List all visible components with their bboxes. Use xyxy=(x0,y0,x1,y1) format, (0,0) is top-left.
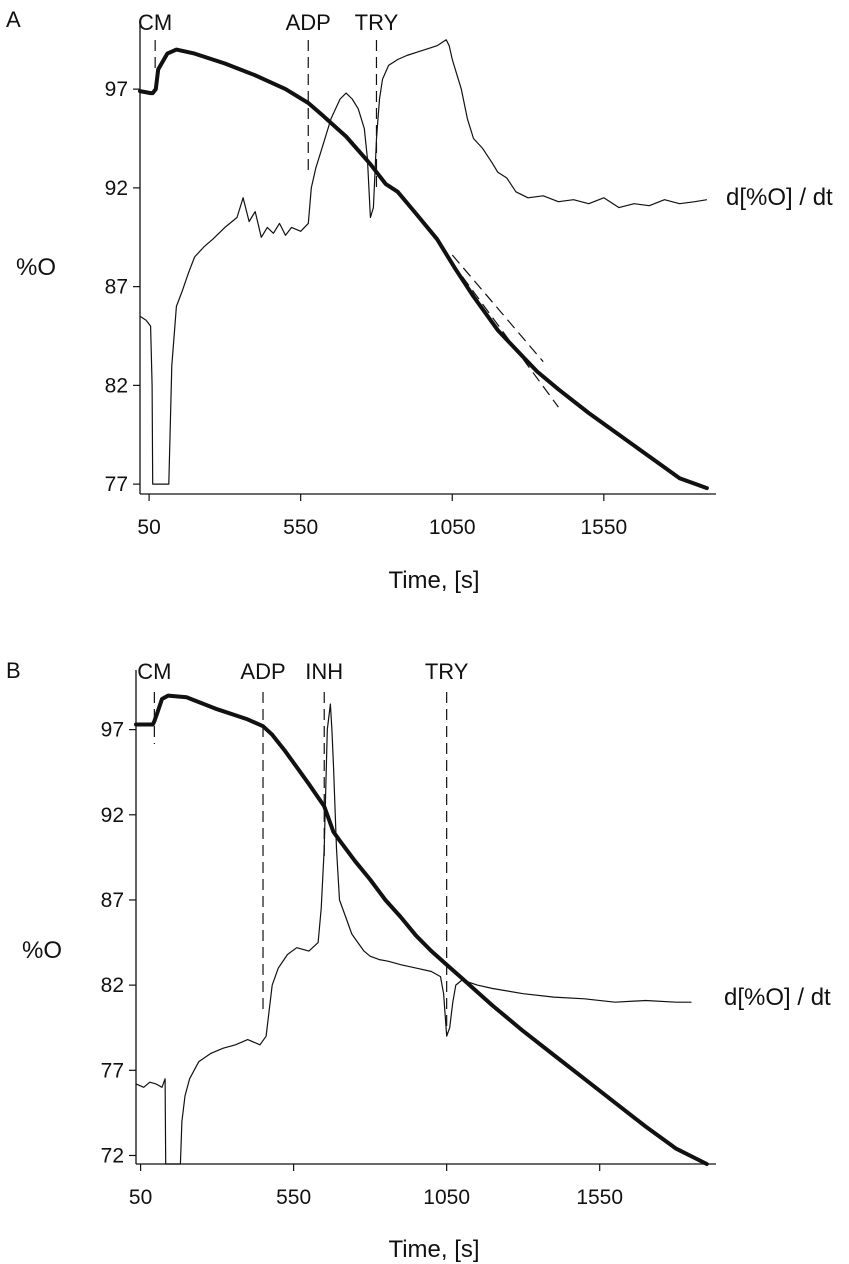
event-label-adp: ADP xyxy=(286,10,331,35)
panel-b-y-ticks: 72 77 82 87 92 97 xyxy=(101,719,136,1167)
slope-fit-dashed-line xyxy=(451,254,544,363)
oxygen-trace-line xyxy=(138,47,709,491)
y-tick-label: 82 xyxy=(105,374,128,397)
x-tick-label: 550 xyxy=(283,516,318,539)
event-label-try: TRY xyxy=(355,10,399,35)
y-tick-label: 77 xyxy=(101,1059,124,1082)
panel-b-x-ticks: 50 550 1050 1550 xyxy=(129,1164,623,1209)
panel-b: B 72 77 82 87 92 97 50 550 1050 1550 CM ADP INH TRY… xyxy=(6,658,831,1263)
x-tick-label: 50 xyxy=(129,1186,152,1209)
oxygen-trace-line xyxy=(134,693,709,1166)
y-tick-label: 82 xyxy=(101,974,124,997)
slope-fit-dashed-line xyxy=(451,262,559,408)
y-tick-label: 77 xyxy=(105,473,128,496)
event-label-adp: ADP xyxy=(240,659,285,684)
panel-a-x-ticks: 50 550 1050 1550 xyxy=(137,494,627,539)
panel-b-y-axis-label: %O xyxy=(22,937,62,964)
event-label-try: TRY xyxy=(425,659,469,684)
panel-a-x-axis-label: Time, [s] xyxy=(388,567,479,594)
derivative-trace-line xyxy=(135,703,692,1165)
y-tick-label: 92 xyxy=(105,177,128,200)
x-tick-label: 1050 xyxy=(423,1186,470,1209)
y-tick-label: 72 xyxy=(101,1144,124,1167)
panel-a-series-label: d[%O] / dt xyxy=(726,184,833,211)
panel-a-series xyxy=(138,39,709,491)
panel-a-y-axis-label: %O xyxy=(16,254,56,281)
panel-a-y-ticks: 77 82 87 92 97 xyxy=(105,78,140,496)
event-label-cm: CM xyxy=(137,659,171,684)
panel-b-events: CM ADP INH TRY xyxy=(137,659,469,1035)
event-label-inh: INH xyxy=(305,659,343,684)
panel-b-label: B xyxy=(6,658,21,683)
x-tick-label: 1550 xyxy=(580,516,627,539)
panel-b-series-label: d[%O] / dt xyxy=(724,984,831,1011)
y-tick-label: 92 xyxy=(101,804,124,827)
y-tick-label: 87 xyxy=(105,276,128,299)
panel-a: A 77 82 87 92 97 50 550 1050 1550 CM ADP TRY %O T… xyxy=(6,7,833,594)
x-tick-label: 550 xyxy=(276,1186,311,1209)
y-tick-label: 97 xyxy=(105,78,128,101)
event-label-cm: CM xyxy=(138,10,172,35)
x-tick-label: 1050 xyxy=(429,516,476,539)
x-tick-label: 1550 xyxy=(576,1186,623,1209)
x-tick-label: 50 xyxy=(137,516,160,539)
panel-b-series xyxy=(134,693,709,1166)
derivative-trace-line xyxy=(139,39,707,485)
panel-a-label: A xyxy=(6,7,21,32)
y-tick-label: 97 xyxy=(101,719,124,742)
y-tick-label: 87 xyxy=(101,889,124,912)
panel-b-x-axis-label: Time, [s] xyxy=(388,1236,479,1263)
panel-a-events: CM ADP TRY xyxy=(138,10,399,190)
